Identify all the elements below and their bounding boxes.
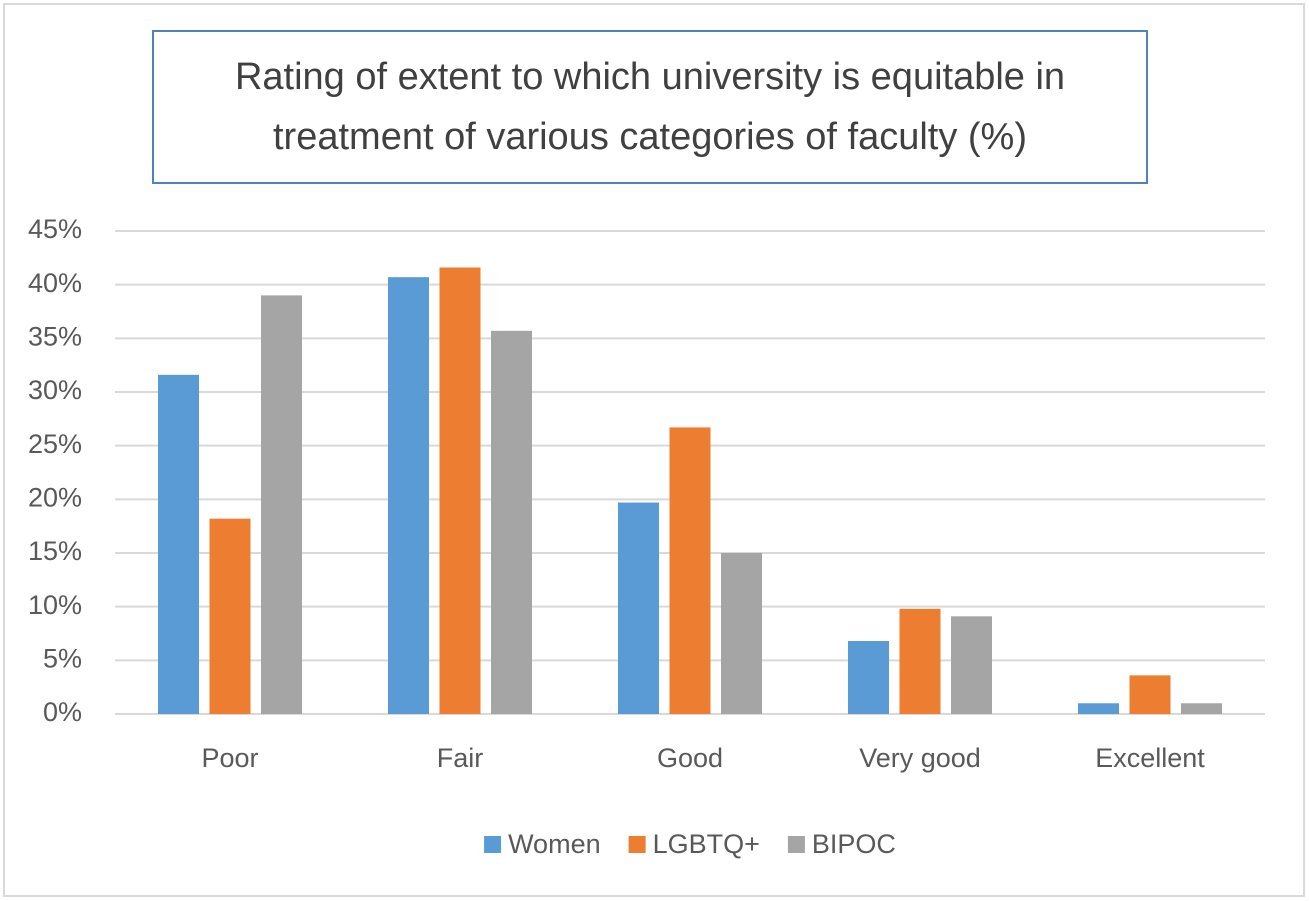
- legend-label: Women: [508, 829, 601, 859]
- bar: [951, 616, 992, 714]
- legend-swatch: [484, 836, 502, 853]
- x-tick-label: Fair: [437, 743, 484, 773]
- y-tick-label: 35%: [28, 321, 82, 351]
- bar: [439, 267, 481, 714]
- bar: [491, 330, 532, 714]
- y-tick-label: 0%: [43, 697, 82, 727]
- bar: [209, 518, 251, 714]
- y-tick-label: 20%: [28, 482, 82, 512]
- legend-label: BIPOC: [812, 829, 896, 859]
- y-tick-label: 45%: [28, 214, 82, 244]
- bar: [618, 502, 659, 714]
- legend-label: LGBTQ+: [653, 829, 760, 859]
- legend-swatch: [628, 836, 646, 853]
- y-tick-label: 5%: [43, 643, 82, 673]
- bar: [669, 427, 711, 714]
- bar: [1181, 703, 1222, 714]
- bar: [1078, 703, 1119, 714]
- y-tick-label: 25%: [28, 429, 82, 459]
- y-tick-label: 40%: [28, 268, 82, 298]
- bar: [1129, 675, 1171, 714]
- bar: [721, 553, 762, 714]
- x-tick-label: Good: [657, 743, 723, 773]
- bar: [388, 277, 429, 714]
- y-tick-label: 10%: [28, 590, 82, 620]
- y-tick-label: 30%: [28, 375, 82, 405]
- legend-swatch: [787, 836, 805, 853]
- chart-border: [3, 3, 1305, 897]
- bar: [848, 641, 889, 714]
- bar: [899, 608, 941, 714]
- x-tick-label: Very good: [859, 743, 981, 773]
- x-tick-label: Excellent: [1095, 743, 1205, 773]
- bar: [158, 374, 199, 714]
- x-tick-label: Poor: [201, 743, 258, 773]
- y-tick-label: 15%: [28, 536, 82, 566]
- bar: [261, 295, 302, 714]
- chart-title: Rating of extent to which university is …: [152, 30, 1148, 184]
